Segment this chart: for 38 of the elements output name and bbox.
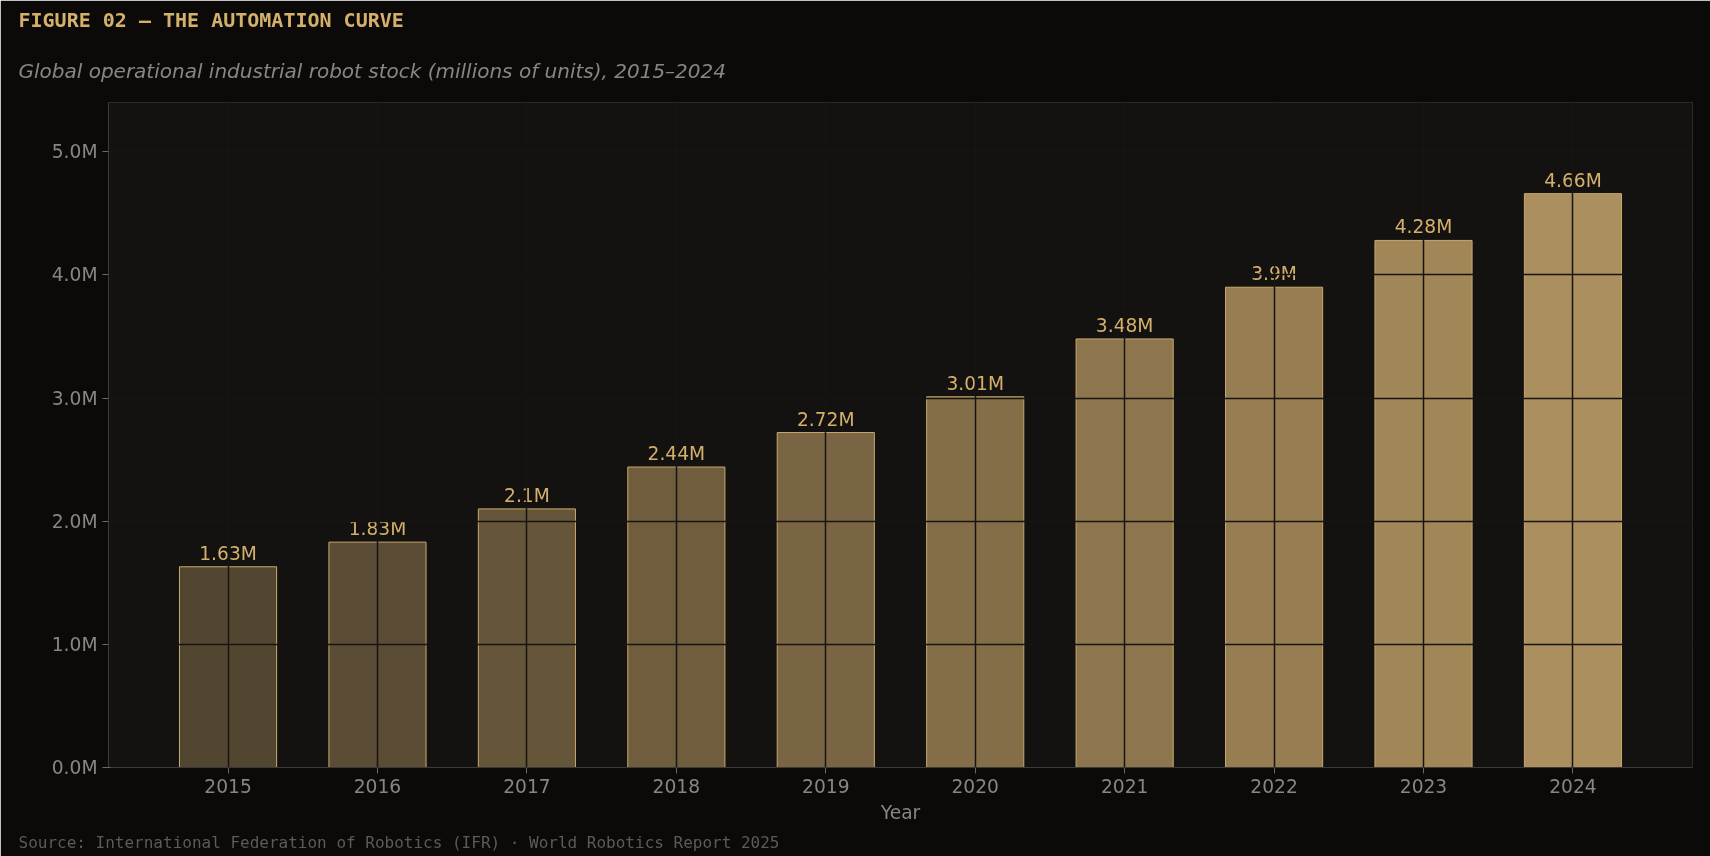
y-tick-label: 3.0M <box>51 387 98 409</box>
bar <box>328 541 427 768</box>
bar <box>1523 193 1623 768</box>
source-note: Source: International Federation of Robotics (IFR) · World Robotics Report 2025 <box>18 832 780 852</box>
data-label: 3.01M <box>946 372 1005 394</box>
y-tick-label: 0.0M <box>51 757 98 778</box>
data-label: 4.66M <box>1544 169 1602 191</box>
x-tick-label: 2017 <box>503 775 551 797</box>
data-label: 2.44M <box>647 443 706 465</box>
x-tick-label: 2015 <box>204 775 252 797</box>
y-tick-label: 5.0M <box>51 141 98 163</box>
bar <box>926 396 1025 768</box>
data-label: 3.48M <box>1095 314 1154 336</box>
x-axis-title: Year <box>879 801 921 823</box>
bar <box>1225 286 1324 768</box>
y-tick-label: 1.0M <box>51 633 98 655</box>
x-tick-label: 2021 <box>1100 775 1149 797</box>
bar <box>1075 338 1174 768</box>
bar <box>776 432 875 768</box>
y-tick-label: 2.0M <box>51 510 98 532</box>
x-tick-label: 2019 <box>802 775 850 797</box>
x-tick-label: 2020 <box>951 775 999 797</box>
bar <box>1374 239 1473 768</box>
x-tick-label: 2018 <box>652 775 701 797</box>
y-tick-label: 4.0M <box>51 264 98 286</box>
bar <box>627 466 726 768</box>
data-label: 1.63M <box>199 542 257 564</box>
bar <box>477 508 576 768</box>
bar <box>178 566 278 768</box>
chart-subtitle: Global operational industrial robot stock (millions of units), 2015–2024 <box>18 58 727 83</box>
data-label: 4.28M <box>1394 216 1453 238</box>
x-tick-label: 2022 <box>1250 775 1298 797</box>
x-tick-label: 2023 <box>1399 775 1448 797</box>
data-label: 2.72M <box>796 408 855 430</box>
chart-title: FIGURE 02 — THE AUTOMATION CURVE <box>18 7 404 32</box>
x-tick-label: 2016 <box>353 775 402 797</box>
x-tick-label: 2024 <box>1549 775 1597 797</box>
data-label: 2.1M <box>504 484 550 506</box>
